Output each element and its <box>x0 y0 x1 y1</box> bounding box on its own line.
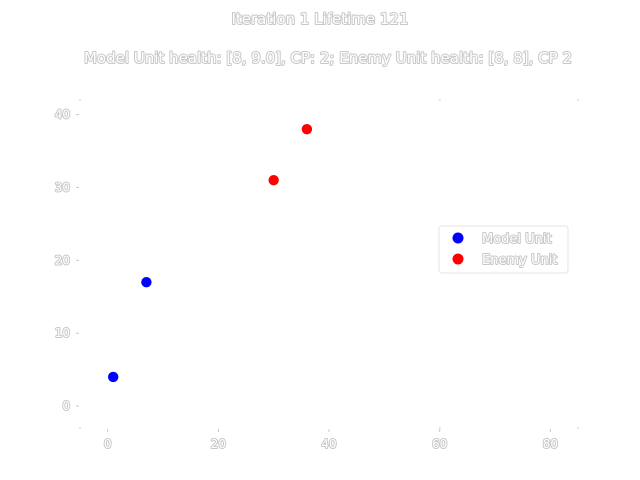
x-tick-label: 60 <box>432 437 447 451</box>
model-unit-point <box>141 277 152 288</box>
y-tick-label: 30 <box>55 180 70 194</box>
plot-corner-mark <box>79 427 81 429</box>
y-tick-label: 0 <box>62 399 70 413</box>
plot-corner-mark <box>577 99 579 101</box>
chart-subtitle: Model Unit health: [8, 9.0], CP: 2; Enem… <box>84 49 572 67</box>
legend-label-enemy-unit: Enemy Unit <box>482 253 557 268</box>
plot-corner-mark <box>438 427 441 429</box>
legend-marker-enemy-unit <box>452 253 464 265</box>
legend-label-model-unit: Model Unit <box>482 232 552 247</box>
plot-corner-mark <box>577 427 579 429</box>
enemy-unit-point <box>268 174 279 186</box>
legend-marker-model-unit <box>452 232 464 244</box>
model-unit-point <box>108 371 119 383</box>
legend: Model Unit Enemy Unit <box>438 225 569 274</box>
y-tick-label: 10 <box>55 326 70 340</box>
x-tick-label: 0 <box>104 437 112 451</box>
chart-title: Iteration 1 Lifetime 121 <box>231 10 408 28</box>
plot-area: 0 10 20 30 40 0 20 40 60 80 <box>54 99 579 452</box>
y-tick-label: 40 <box>55 108 70 122</box>
plot-corner-mark <box>79 99 81 101</box>
x-tick-label: 80 <box>543 437 558 451</box>
plot-corner-mark <box>438 99 441 101</box>
legend-box <box>438 225 569 274</box>
enemy-unit-point <box>301 123 313 135</box>
y-tick-label: 20 <box>55 253 70 267</box>
x-tick-label: 40 <box>321 437 336 451</box>
x-tick-label: 20 <box>211 437 226 451</box>
data-points <box>108 123 313 383</box>
